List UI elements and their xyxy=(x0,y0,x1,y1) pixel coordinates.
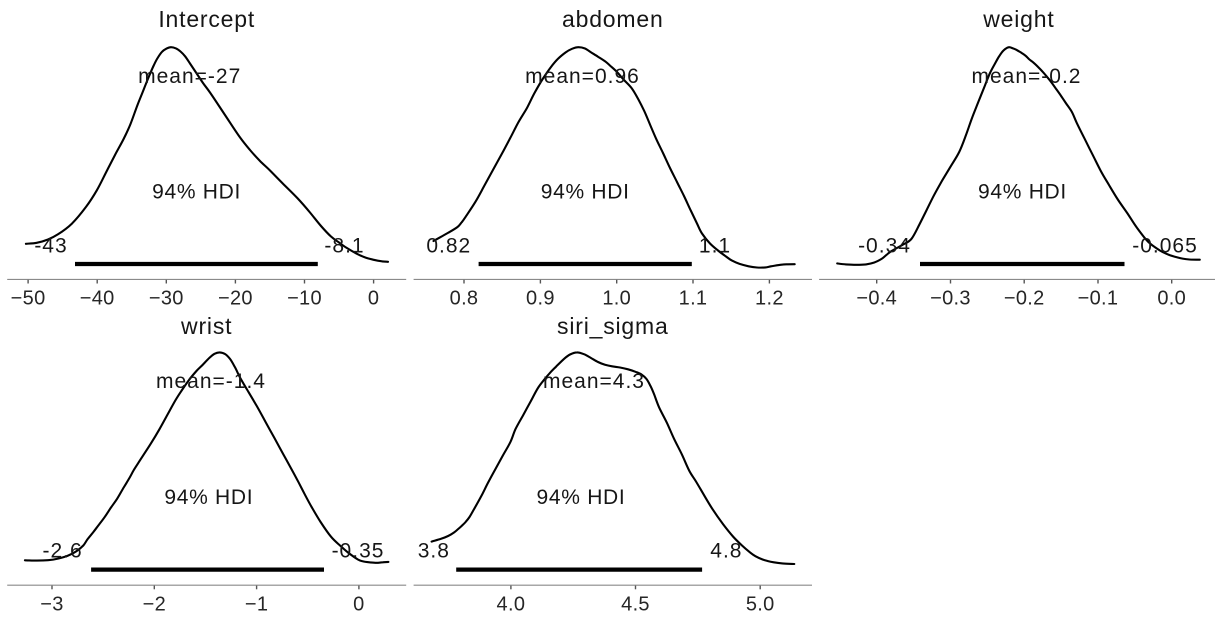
svg-text:0.0: 0.0 xyxy=(1157,288,1186,310)
svg-text:0: 0 xyxy=(353,593,364,615)
svg-text:1.1: 1.1 xyxy=(679,288,708,310)
svg-text:94% HDI: 94% HDI xyxy=(537,486,626,509)
svg-text:94% HDI: 94% HDI xyxy=(152,180,241,203)
svg-text:0.82: 0.82 xyxy=(426,234,471,257)
svg-text:1.1: 1.1 xyxy=(699,234,731,257)
svg-text:4.0: 4.0 xyxy=(497,593,526,615)
svg-text:mean=-0.2: mean=-0.2 xyxy=(972,65,1082,88)
svg-text:−2: −2 xyxy=(143,593,166,615)
svg-text:mean=0.96: mean=0.96 xyxy=(525,65,640,88)
svg-text:Intercept: Intercept xyxy=(158,6,255,32)
svg-text:-43: -43 xyxy=(34,234,67,257)
svg-text:−30: −30 xyxy=(149,288,184,310)
svg-text:wrist: wrist xyxy=(180,313,232,339)
svg-text:mean=-1.4: mean=-1.4 xyxy=(156,370,266,393)
svg-text:0.9: 0.9 xyxy=(526,288,555,310)
svg-text:4.5: 4.5 xyxy=(621,593,650,615)
svg-text:−1: −1 xyxy=(245,593,268,615)
svg-text:4.8: 4.8 xyxy=(710,540,742,563)
svg-text:−0.1: −0.1 xyxy=(1078,288,1119,310)
svg-text:-8.1: -8.1 xyxy=(324,234,364,257)
svg-text:siri_sigma: siri_sigma xyxy=(557,313,669,339)
svg-text:−10: −10 xyxy=(287,288,322,310)
svg-text:1.0: 1.0 xyxy=(602,288,631,310)
svg-text:5.0: 5.0 xyxy=(746,593,775,615)
svg-text:−3: −3 xyxy=(40,593,63,615)
svg-text:−0.3: −0.3 xyxy=(930,288,971,310)
svg-text:94% HDI: 94% HDI xyxy=(541,180,630,203)
svg-text:94% HDI: 94% HDI xyxy=(164,486,253,509)
svg-text:3.8: 3.8 xyxy=(418,540,450,563)
svg-text:−40: −40 xyxy=(80,288,115,310)
svg-text:1.2: 1.2 xyxy=(755,288,784,310)
svg-text:94% HDI: 94% HDI xyxy=(978,180,1067,203)
svg-text:mean=-27: mean=-27 xyxy=(138,65,241,88)
svg-text:0: 0 xyxy=(368,288,379,310)
svg-text:mean=4.3: mean=4.3 xyxy=(543,370,645,393)
svg-text:−20: −20 xyxy=(218,288,253,310)
svg-text:−50: −50 xyxy=(11,288,46,310)
svg-text:-0.35: -0.35 xyxy=(332,540,385,563)
svg-text:0.8: 0.8 xyxy=(450,288,479,310)
svg-text:-0.34: -0.34 xyxy=(858,234,911,257)
svg-text:−0.2: −0.2 xyxy=(1004,288,1045,310)
svg-text:−0.4: −0.4 xyxy=(856,288,897,310)
svg-text:abdomen: abdomen xyxy=(562,6,664,32)
svg-text:weight: weight xyxy=(982,6,1054,32)
svg-text:-2.6: -2.6 xyxy=(43,540,83,563)
svg-text:-0.065: -0.065 xyxy=(1132,234,1198,257)
